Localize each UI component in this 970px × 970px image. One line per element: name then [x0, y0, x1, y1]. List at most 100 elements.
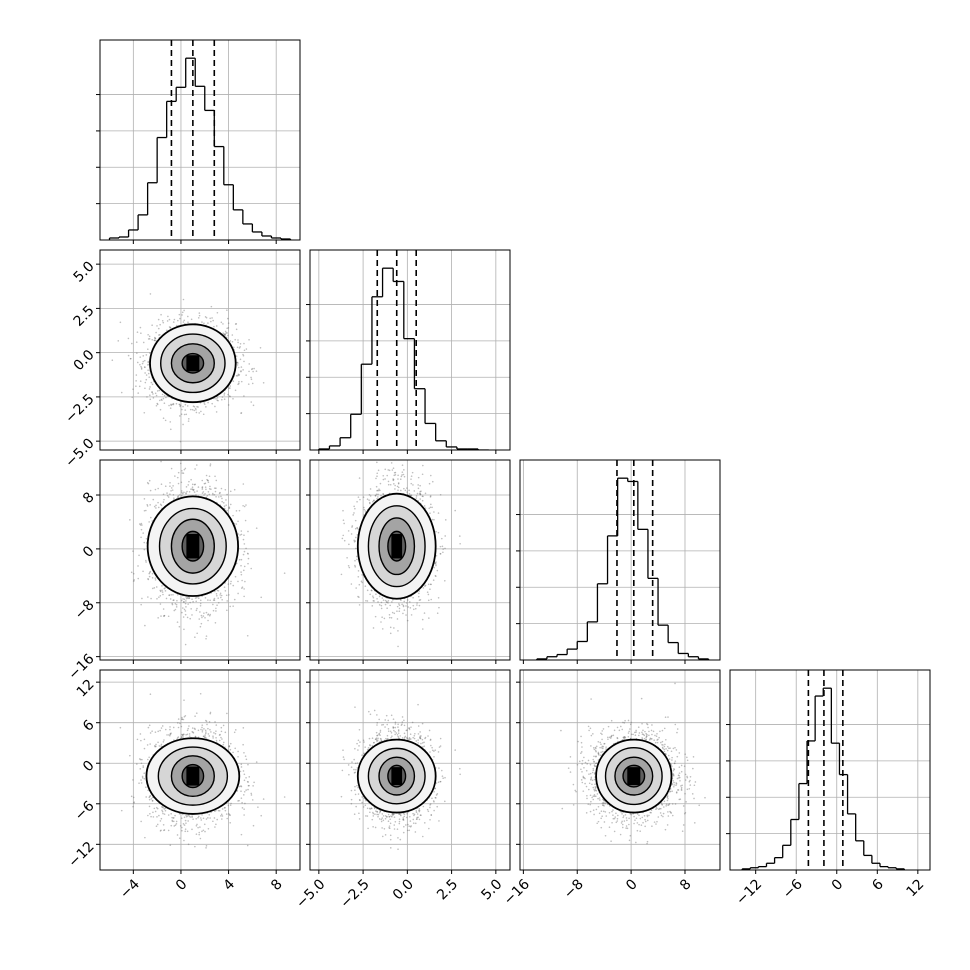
sample-point [203, 735, 205, 738]
sample-point [139, 768, 142, 770]
sample-point [220, 594, 223, 597]
sample-point [413, 490, 416, 492]
sample-point [418, 809, 420, 812]
sample-point [646, 814, 649, 817]
sample-point [375, 810, 377, 812]
sample-point [392, 467, 395, 470]
sample-point [583, 776, 585, 779]
sample-point [397, 848, 399, 851]
sample-point [203, 494, 205, 496]
sample-point [390, 815, 392, 817]
sample-point [603, 802, 605, 805]
sample-point [671, 803, 674, 805]
sample-point [151, 730, 153, 732]
sample-point [161, 591, 164, 593]
sample-point [228, 507, 230, 509]
sample-point [410, 614, 413, 616]
sample-point [650, 729, 653, 732]
sample-point [343, 539, 346, 542]
sample-point [183, 491, 185, 494]
sample-point [358, 604, 361, 606]
sample-point [199, 837, 202, 840]
sample-point [439, 780, 442, 783]
sample-point [675, 792, 678, 794]
sample-point [160, 615, 162, 617]
sample-point [610, 840, 612, 842]
sample-point [205, 637, 207, 640]
sample-point [611, 810, 613, 813]
sample-point [622, 736, 625, 739]
sample-point [393, 828, 396, 830]
sample-point [353, 772, 356, 774]
sample-point [572, 783, 575, 786]
sample-point [182, 736, 184, 738]
sample-point [585, 785, 588, 788]
sample-point [185, 413, 188, 416]
sample-point [195, 609, 198, 612]
sample-point [377, 489, 380, 492]
sample-point [416, 602, 418, 604]
sample-point [437, 781, 440, 784]
sample-point [409, 733, 412, 736]
sample-point [648, 734, 650, 737]
sample-point [250, 792, 253, 795]
sample-point [361, 796, 363, 798]
sample-point [223, 392, 226, 395]
sample-point [603, 805, 605, 807]
sample-point [197, 317, 200, 319]
y-tick-label: −16 [65, 651, 97, 683]
sample-point [644, 820, 647, 823]
sample-point [436, 612, 439, 614]
sample-point [418, 818, 421, 821]
sample-point [235, 355, 238, 357]
sample-point [684, 792, 686, 795]
sample-point [172, 403, 175, 406]
sample-point [676, 777, 679, 780]
sample-point [199, 817, 202, 819]
sample-point [406, 599, 409, 601]
sample-point [689, 776, 692, 778]
sample-point [191, 488, 193, 490]
sample-point [676, 728, 679, 730]
sample-point [378, 733, 380, 736]
sample-point [377, 493, 379, 496]
sample-point [607, 736, 609, 739]
sample-point [408, 825, 410, 827]
sample-point [192, 818, 194, 820]
sample-point [689, 779, 691, 782]
sample-point [667, 815, 670, 817]
sample-point [176, 476, 179, 479]
sample-point [610, 719, 613, 722]
sample-point [366, 748, 369, 751]
sample-point [392, 479, 395, 482]
sample-point [217, 601, 220, 604]
sample-point [162, 493, 165, 496]
sample-point [584, 782, 586, 785]
sample-point [645, 738, 647, 741]
sample-point [429, 588, 431, 591]
sample-point [669, 810, 671, 813]
sample-point [140, 368, 143, 370]
sample-point [183, 319, 186, 322]
sample-point [646, 815, 649, 818]
sample-point [209, 464, 212, 467]
sample-point [653, 739, 655, 741]
sample-point [660, 814, 663, 817]
sample-point [154, 337, 157, 340]
sample-point [183, 468, 186, 471]
sample-point [260, 814, 263, 817]
sample-point [660, 807, 662, 810]
sample-point [381, 813, 384, 815]
sample-point [141, 775, 144, 778]
sample-point [187, 315, 189, 318]
sample-point [237, 750, 239, 753]
sample-point [662, 806, 665, 808]
sample-point [154, 731, 157, 733]
sample-point [393, 471, 396, 474]
sample-point [389, 822, 392, 825]
sample-point [675, 784, 677, 786]
sample-point [195, 817, 197, 820]
sample-point [229, 814, 231, 817]
sample-point [385, 737, 387, 740]
sample-point [215, 736, 217, 739]
